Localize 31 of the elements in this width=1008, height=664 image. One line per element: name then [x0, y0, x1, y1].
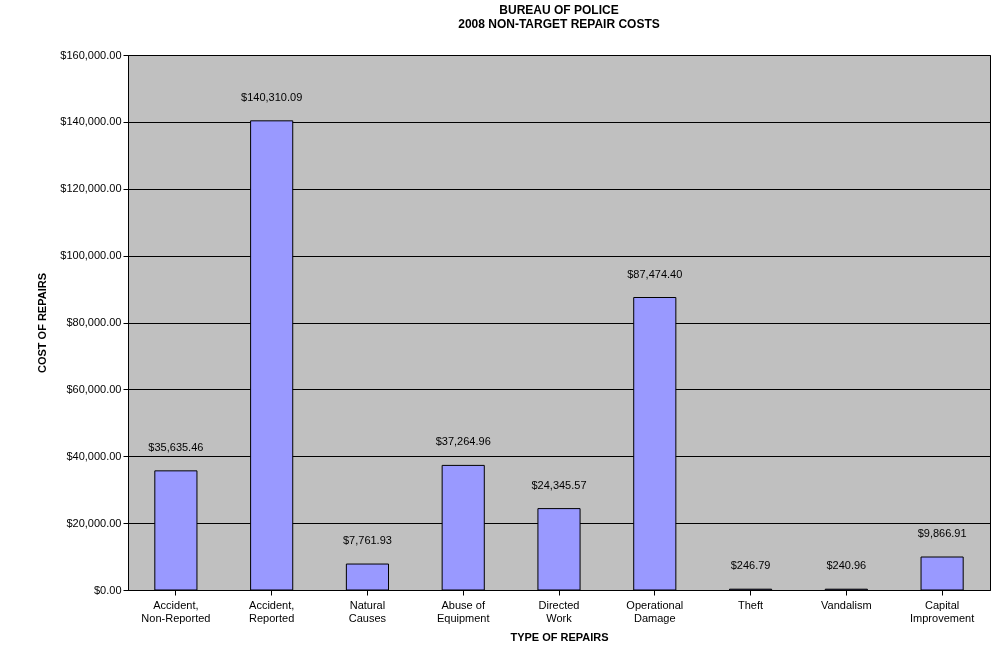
x-tick-label: Accident, Reported: [249, 598, 295, 624]
y-tick-label: $0.00: [93, 583, 122, 596]
y-axis-title: COST OF REPAIRS: [36, 272, 49, 374]
x-tick-label: Vandalism: [821, 598, 872, 611]
chart-subtitle: 2008 NON-TARGET REPAIR COSTS: [458, 17, 660, 31]
y-tick-label: $40,000.00: [66, 449, 122, 462]
y-tick-label: $140,000.00: [60, 115, 122, 128]
x-tick-label: Abuse of Equipment: [436, 598, 490, 624]
data-label: $7,761.93: [342, 534, 392, 547]
data-label: $87,474.40: [627, 267, 683, 280]
x-tick-label: Directed Work: [538, 598, 580, 624]
data-label: $24,345.57: [531, 478, 587, 491]
data-label: $240.96: [826, 559, 867, 572]
x-tick-label: Theft: [738, 598, 764, 611]
data-label: $37,264.96: [435, 435, 491, 448]
x-tick-label: Operational Damage: [626, 598, 684, 624]
y-tick-label: $80,000.00: [66, 316, 122, 328]
chart-title: BUREAU OF POLICE: [499, 3, 619, 17]
data-label: $140,310.09: [241, 90, 303, 103]
y-tick-label: $100,000.00: [60, 249, 122, 262]
x-tick-label: Natural Causes: [348, 598, 387, 624]
x-tick-label: Capital Improvement: [910, 598, 975, 624]
data-label: $35,635.46: [148, 440, 204, 453]
y-tick-label: $160,000.00: [60, 48, 122, 61]
y-tick-label: $120,000.00: [60, 182, 122, 195]
y-tick-label: $60,000.00: [66, 382, 122, 395]
data-label: $246.79: [730, 559, 771, 572]
x-axis-title: TYPE OF REPAIRS: [510, 630, 609, 643]
y-tick-label: $20,000.00: [66, 516, 122, 529]
x-tick-label: Accident, Non-Reported: [141, 598, 211, 624]
data-label: $9,866.91: [917, 527, 967, 540]
